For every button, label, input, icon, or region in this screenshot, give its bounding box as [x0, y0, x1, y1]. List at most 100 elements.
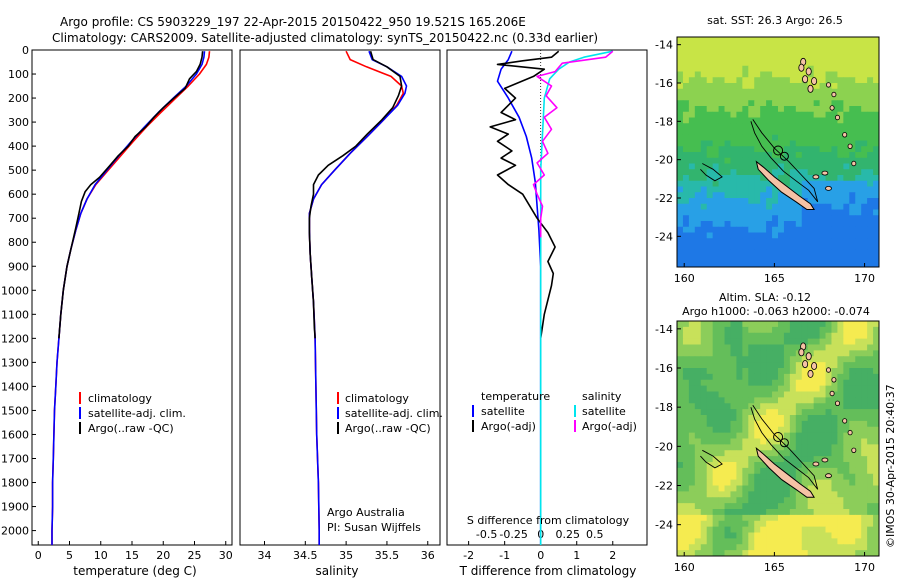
field-cell [825, 503, 832, 510]
argo-location-marker [779, 151, 789, 161]
field-cell [754, 221, 761, 228]
field-cell [724, 432, 731, 439]
field-cell [778, 169, 785, 176]
field-cell [819, 397, 826, 404]
field-cell [724, 71, 731, 78]
field-cell [688, 192, 696, 199]
field-cell [831, 71, 838, 78]
field-cell [712, 88, 719, 95]
field-cell [718, 550, 725, 556]
field-cell [724, 169, 731, 176]
field-cell [772, 485, 779, 492]
field-cell [760, 438, 767, 445]
field-cell [783, 65, 791, 72]
field-cell [843, 261, 850, 267]
field-cell [819, 432, 826, 439]
field-cell [778, 514, 785, 522]
field-cell [718, 175, 725, 182]
field-cell [700, 391, 708, 398]
field-cell [724, 509, 731, 516]
field-cell [778, 129, 785, 136]
field-cell [748, 255, 755, 262]
field-cell [867, 226, 874, 233]
field-cell [766, 473, 773, 481]
longitude-tick-label: 160 [674, 561, 695, 574]
field-cell [825, 497, 832, 504]
field-cell [825, 538, 832, 545]
field-cell [873, 83, 879, 90]
field-cell [688, 129, 696, 136]
loyalty-island [812, 461, 820, 467]
field-cell [754, 100, 761, 107]
field-cell [742, 514, 749, 522]
field-cell [807, 209, 815, 216]
field-cell [754, 169, 761, 176]
field-cell [730, 106, 737, 113]
field-cell [724, 409, 731, 416]
field-cell [772, 106, 779, 113]
field-cell [795, 163, 803, 170]
field-cell [801, 232, 809, 239]
field-cell [754, 203, 761, 210]
field-cell [795, 77, 803, 84]
field-cell [772, 397, 779, 404]
field-cell [677, 37, 684, 44]
field-cell [724, 226, 731, 233]
field-cell [766, 209, 773, 216]
field-cell [700, 420, 708, 428]
field-cell [748, 238, 755, 245]
field-cell [819, 450, 826, 457]
field-cell [861, 140, 868, 147]
field-cell [682, 71, 690, 78]
field-cell [694, 397, 702, 404]
field-cell [789, 146, 797, 153]
field-cell [831, 169, 838, 176]
field-cell [867, 163, 874, 170]
field-cell [831, 215, 838, 222]
field-cell [766, 350, 773, 357]
field-cell [873, 255, 879, 262]
field-cell [807, 117, 815, 124]
latitude-tick-label: -14 [655, 323, 673, 336]
field-cell [855, 356, 862, 363]
field-cell [873, 473, 879, 481]
field-cell [694, 48, 702, 55]
field-cell [766, 344, 773, 351]
field-cell [778, 77, 785, 84]
field-cell [742, 54, 749, 61]
field-cell [760, 157, 767, 164]
field-cell [855, 186, 862, 193]
field-cell [819, 520, 826, 528]
field-cell [724, 100, 731, 107]
field-cell [730, 100, 737, 107]
field-cell [724, 420, 731, 428]
latitude-tick-label: -14 [655, 39, 673, 52]
field-cell [760, 65, 767, 72]
field-cell [682, 255, 690, 262]
field-cell [831, 261, 838, 267]
field-cell [801, 238, 809, 245]
field-cell [766, 403, 773, 410]
field-cell [742, 368, 749, 375]
field-cell [688, 111, 696, 118]
field-cell [724, 175, 731, 182]
field-cell [843, 456, 850, 463]
series-line-t-argo-adj- [489, 50, 560, 339]
field-cell [748, 520, 755, 528]
field-cell [682, 146, 690, 153]
field-cell [783, 444, 791, 451]
field-cell [837, 420, 844, 428]
field-cell [748, 123, 755, 130]
field-cell [748, 60, 755, 67]
field-cell [867, 526, 874, 533]
field-cell [873, 249, 879, 256]
field-cell [712, 198, 719, 205]
field-cell [772, 385, 779, 392]
field-cell [849, 397, 856, 404]
field-cell [789, 60, 797, 67]
field-cell [795, 503, 803, 510]
vanuatu-island [826, 367, 832, 373]
field-cell [873, 344, 879, 351]
field-cell [682, 321, 690, 328]
field-cell [825, 338, 832, 345]
